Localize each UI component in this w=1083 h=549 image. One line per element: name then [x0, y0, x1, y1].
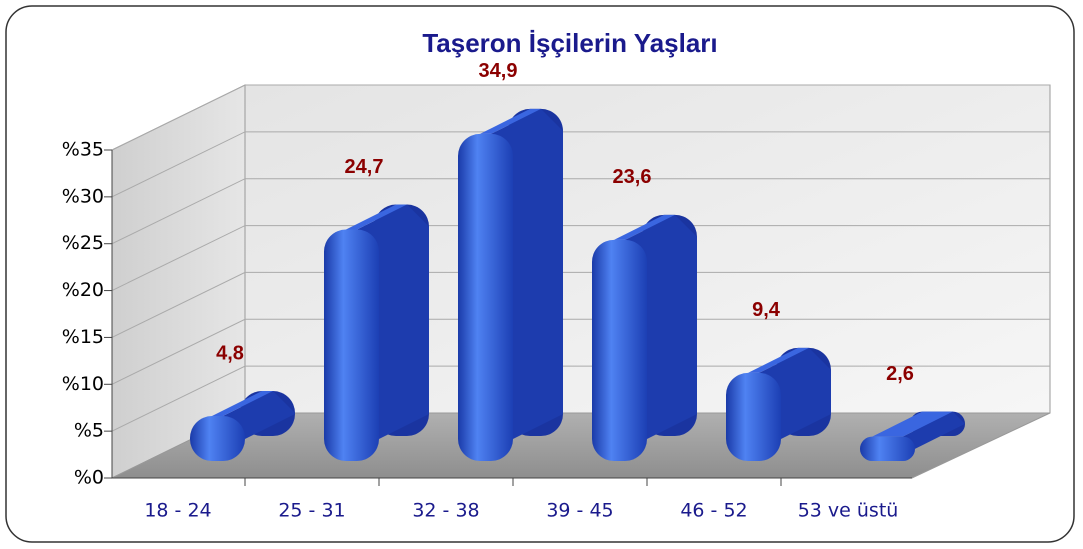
value-label: 2,6 — [886, 363, 914, 385]
grid-line — [111, 131, 1050, 198]
value-label: 23,6 — [613, 166, 652, 188]
y-tick-label: %10 — [62, 373, 104, 395]
x-tick-label: 32 - 38 — [412, 500, 479, 522]
x-tick-label: 46 - 52 — [680, 500, 747, 522]
bar-front — [190, 416, 245, 461]
bar — [458, 108, 563, 462]
bar-front — [324, 229, 379, 461]
y-tick-label: %30 — [62, 185, 104, 207]
x-tick-label: 25 - 31 — [278, 500, 345, 522]
x-tick-label: 53 ve üstü — [798, 500, 899, 522]
grid-line — [111, 225, 1050, 292]
x-tick-label: 18 - 24 — [144, 500, 211, 522]
bar — [592, 214, 697, 461]
bar-top — [748, 347, 809, 373]
bar-front — [458, 133, 513, 462]
grid-line — [111, 84, 1050, 151]
y-tick-label: %0 — [74, 467, 104, 489]
bar — [726, 347, 831, 461]
bar-top — [212, 391, 273, 417]
bar — [324, 204, 429, 461]
bar-front — [592, 239, 647, 461]
bar-top — [614, 214, 675, 240]
bar-side — [902, 411, 965, 449]
y-tick-label: %15 — [62, 326, 104, 348]
x-tick-label: 39 - 45 — [546, 500, 613, 522]
bar-front — [860, 436, 915, 461]
grid-line — [111, 271, 1050, 338]
y-tick-label: %35 — [62, 139, 104, 161]
y-tick-label: %25 — [62, 232, 104, 254]
value-label: 9,4 — [752, 299, 781, 321]
value-label: 4,8 — [216, 342, 244, 364]
grid-line — [111, 318, 1050, 385]
bar — [190, 391, 295, 461]
bar-top — [480, 108, 541, 134]
bars — [190, 108, 965, 462]
value-label: 34,9 — [479, 60, 518, 82]
bar-front — [726, 372, 781, 461]
value-label: 24,7 — [345, 156, 384, 178]
bar — [860, 411, 965, 461]
chart-title: Taşeron İşçilerin Yaşları — [422, 28, 717, 58]
y-tick-label: %20 — [62, 279, 104, 301]
grid — [111, 84, 1050, 432]
y-tick-label: %5 — [74, 420, 104, 442]
bar-top — [872, 411, 953, 437]
grid-line — [111, 178, 1050, 245]
bar-top — [346, 204, 407, 230]
